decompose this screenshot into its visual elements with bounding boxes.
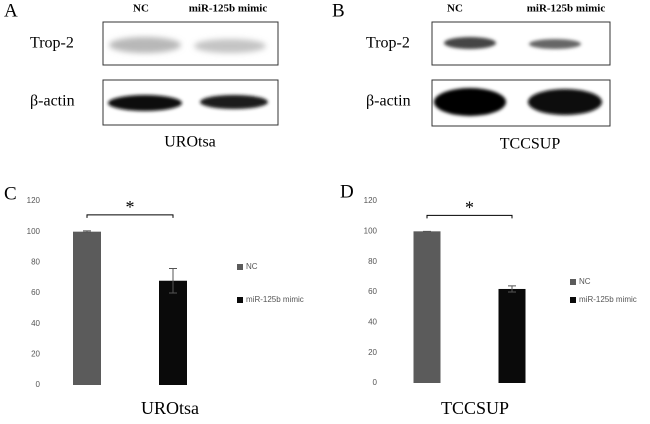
y-tick-label: 60 xyxy=(368,287,377,296)
band xyxy=(109,37,181,53)
blot-a: A NC miR-125b mimic Trop-2 β-actin UROts… xyxy=(4,0,279,151)
y-tick-label: 60 xyxy=(31,288,40,297)
y-tick-label: 20 xyxy=(368,348,377,357)
y-tick-label: 120 xyxy=(364,196,378,205)
panel-label: A xyxy=(4,0,18,21)
column-header: miR-125b mimic xyxy=(527,3,606,15)
cell-line: UROtsa xyxy=(164,134,216,151)
legend-label: miR-125b mimic xyxy=(246,295,304,304)
panel-label: B xyxy=(332,0,345,21)
column-header: miR-125b mimic xyxy=(189,3,268,15)
legend-swatch xyxy=(237,264,243,270)
x-axis-title: TCCSUP xyxy=(441,398,509,418)
y-tick-label: 80 xyxy=(31,257,40,266)
cell-line: TCCSUP xyxy=(500,136,561,153)
bar xyxy=(498,288,526,383)
y-tick-label: 40 xyxy=(368,317,377,326)
band xyxy=(194,39,266,53)
band xyxy=(529,39,581,49)
bar xyxy=(413,231,441,383)
band xyxy=(108,95,182,111)
band xyxy=(434,88,506,116)
y-tick-label: 100 xyxy=(27,227,41,236)
row-label: β-actin xyxy=(30,93,75,110)
significance-bracket xyxy=(426,214,513,219)
significance-label: * xyxy=(465,197,474,217)
y-tick-label: 80 xyxy=(368,257,377,266)
y-tick-label: 100 xyxy=(364,226,378,235)
column-header: NC xyxy=(133,3,149,15)
legend-label: miR-125b mimic xyxy=(579,295,637,304)
blot-b: B NC miR-125b mimic Trop-2 β-actin TCCSU… xyxy=(332,0,611,153)
band xyxy=(200,95,268,109)
error-bar xyxy=(169,267,177,294)
significance-bracket xyxy=(86,214,174,218)
row-label: Trop-2 xyxy=(30,35,74,52)
band xyxy=(528,89,602,115)
y-tick-label: 20 xyxy=(31,349,40,358)
legend-swatch xyxy=(570,279,576,285)
row-label: Trop-2 xyxy=(366,35,410,52)
legend-label: NC xyxy=(579,277,591,286)
panel-label: D xyxy=(340,181,354,202)
legend-swatch xyxy=(237,297,243,303)
x-axis-title: UROtsa xyxy=(141,398,199,418)
panel-label: C xyxy=(4,183,17,204)
bar xyxy=(159,280,187,385)
row-label: β-actin xyxy=(366,93,411,110)
y-tick-label: 0 xyxy=(36,380,41,389)
bar xyxy=(73,231,101,385)
band xyxy=(444,37,496,49)
significance-label: * xyxy=(126,197,135,217)
y-tick-label: 0 xyxy=(373,378,378,387)
column-header: NC xyxy=(447,3,463,15)
error-bar xyxy=(83,230,91,233)
legend-label: NC xyxy=(246,262,258,271)
y-tick-label: 40 xyxy=(31,319,40,328)
y-tick-label: 120 xyxy=(27,196,41,205)
error-bar xyxy=(508,285,516,293)
legend-swatch xyxy=(570,297,576,303)
